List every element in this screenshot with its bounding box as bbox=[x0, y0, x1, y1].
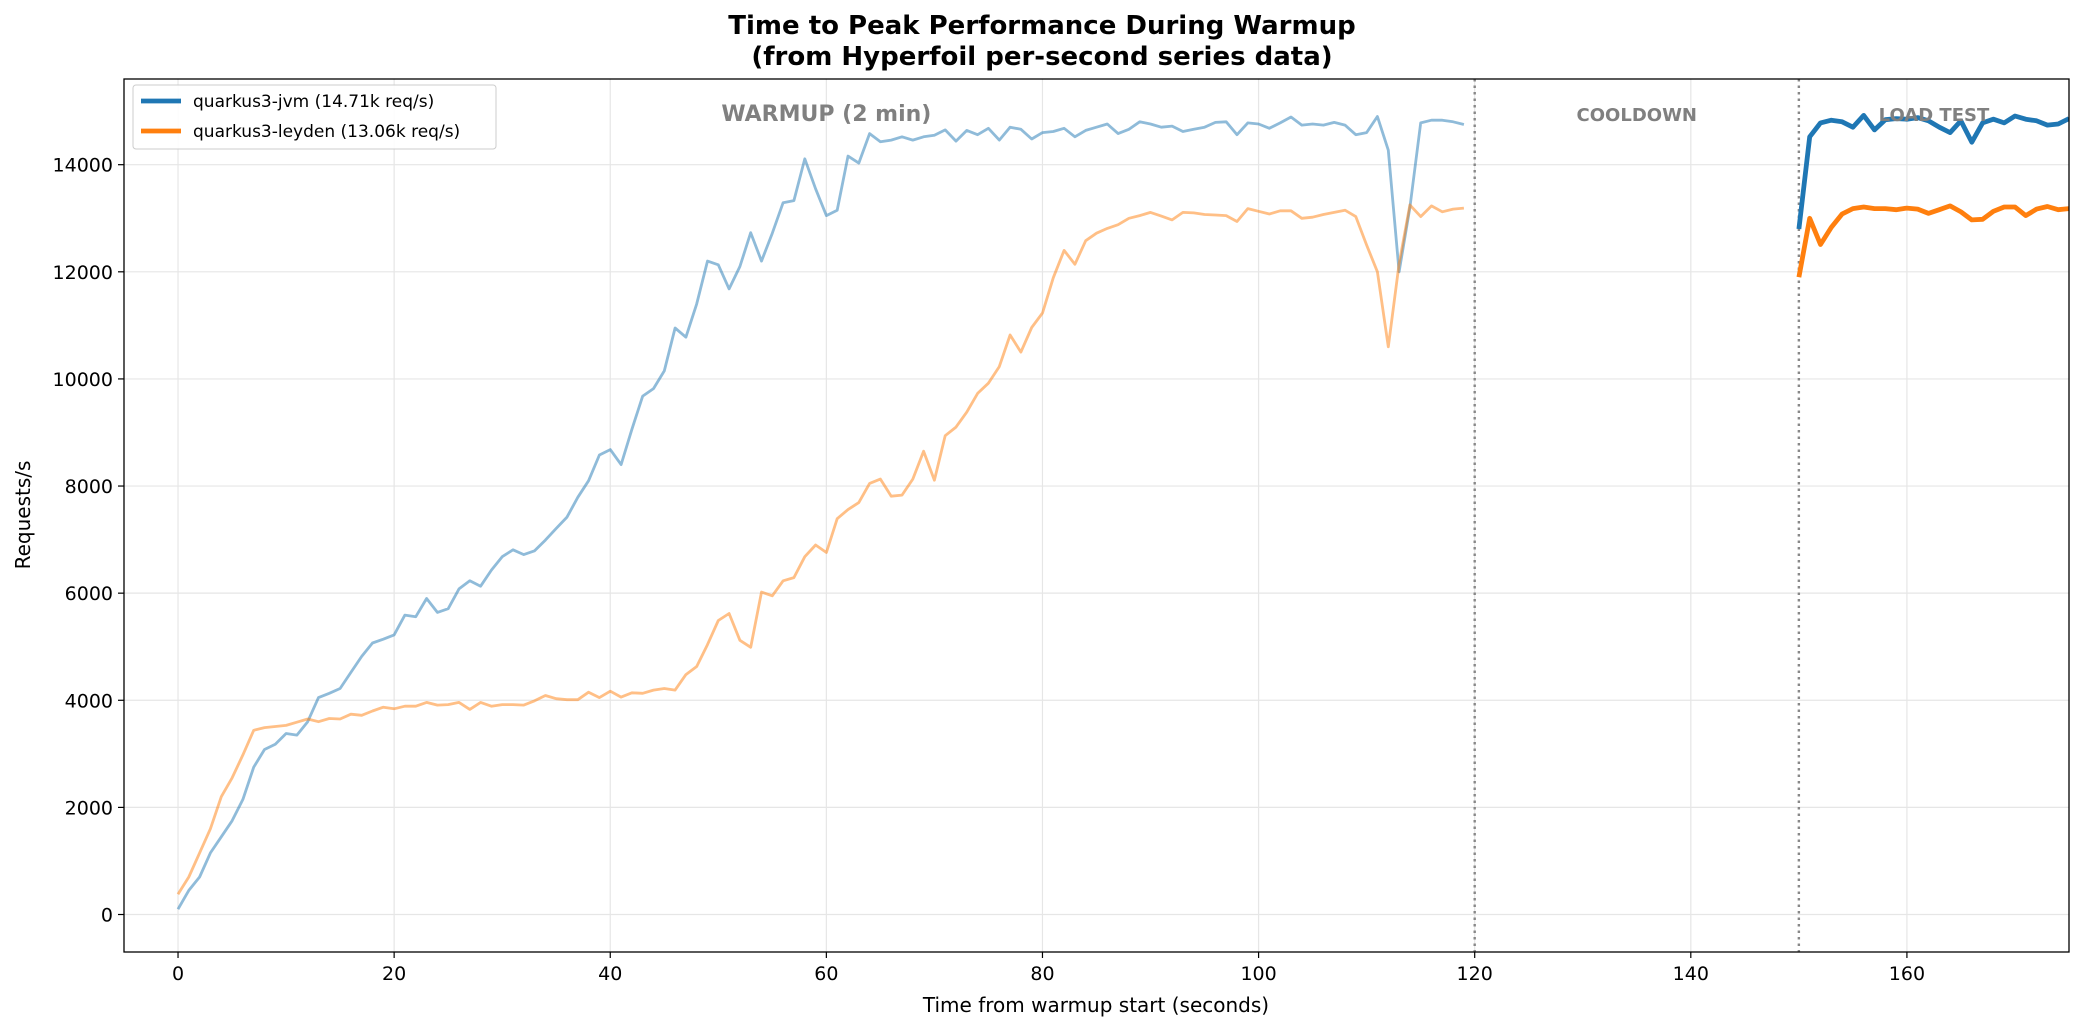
x-tick-label: 100 bbox=[1240, 963, 1276, 985]
y-tick-label: 10000 bbox=[53, 369, 113, 391]
phase-label: LOAD TEST bbox=[1879, 105, 1990, 126]
phase-label: WARMUP (2 min) bbox=[721, 102, 931, 127]
x-tick-label: 20 bbox=[382, 963, 406, 985]
y-tick-label: 14000 bbox=[53, 155, 113, 177]
legend-label: quarkus3-leyden (13.06k req/s) bbox=[193, 122, 460, 142]
x-axis-label: Time from warmup start (seconds) bbox=[922, 993, 1269, 1017]
x-tick-label: 140 bbox=[1673, 963, 1709, 985]
series-1-warmup-line bbox=[176, 115, 1465, 910]
x-tick-label: 120 bbox=[1457, 963, 1493, 985]
grid-lines bbox=[124, 79, 2069, 952]
x-tick-label: 0 bbox=[172, 963, 184, 985]
y-tick-label: 8000 bbox=[65, 476, 113, 498]
x-tick-label: 40 bbox=[598, 963, 622, 985]
y-tick-label: 12000 bbox=[53, 262, 113, 284]
axis-ticks: 0 20 40 60 80 100 120 140 160 0 2000 4000 6000 8000 10… bbox=[53, 155, 1926, 985]
series-lines bbox=[176, 113, 2069, 910]
chart-subtitle: (from Hyperfoil per-second series data) bbox=[751, 42, 1332, 72]
x-tick-label: 80 bbox=[1030, 963, 1054, 985]
legend: quarkus3-jvm (14.71k req/s) quarkus3-leyd… bbox=[132, 84, 497, 150]
x-tick-label: 60 bbox=[814, 963, 838, 985]
series-1-load-line bbox=[1796, 113, 2069, 230]
y-axis-label: Requests/s bbox=[11, 461, 35, 570]
x-tick-label: 160 bbox=[1889, 963, 1925, 985]
plot-area-frame bbox=[123, 78, 2070, 953]
legend-box bbox=[132, 84, 497, 150]
phase-label: COOLDOWN bbox=[1577, 105, 1697, 126]
y-tick-label: 0 bbox=[101, 905, 113, 927]
y-tick-label: 6000 bbox=[65, 583, 113, 605]
chart-title: Time to Peak Performance During Warmup bbox=[728, 11, 1355, 41]
series-2-warmup-line bbox=[176, 203, 1465, 895]
y-tick-label: 2000 bbox=[65, 797, 113, 819]
legend-label: quarkus3-jvm (14.71k req/s) bbox=[193, 92, 434, 112]
series-2-load-line bbox=[1796, 203, 2069, 278]
phase-labels: WARMUP (2 min) COOLDOWN LOAD TEST bbox=[721, 102, 1990, 127]
y-tick-label: 4000 bbox=[65, 690, 113, 712]
